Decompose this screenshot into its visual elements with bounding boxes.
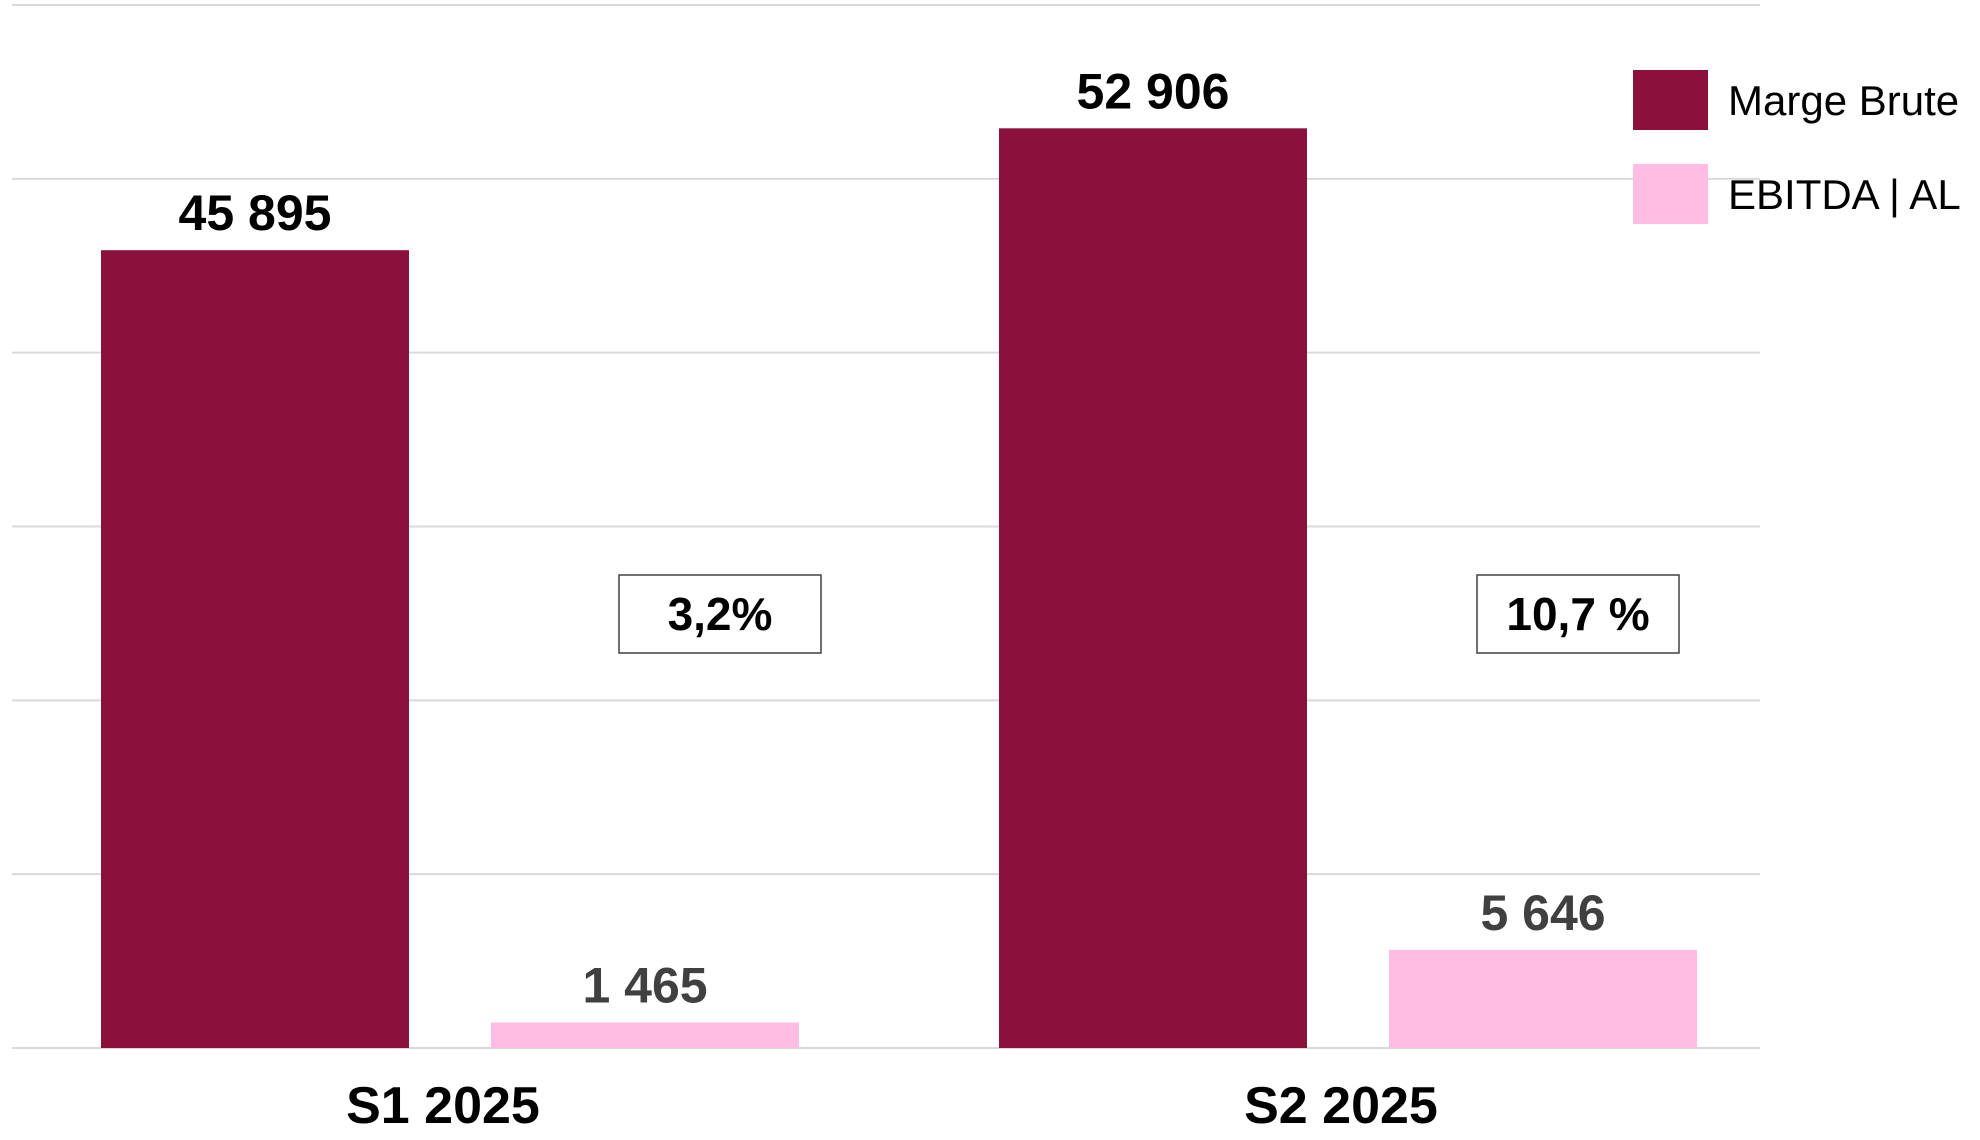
annotation-frame	[618, 574, 822, 654]
bars	[101, 128, 1697, 1049]
annotation-box-2: 10,7 %	[1476, 574, 1680, 654]
category-label-1: S1 2025	[346, 1077, 540, 1135]
data-label-marge-brute-1: 45 895	[179, 185, 332, 241]
legend-swatch	[1633, 70, 1708, 130]
value-labels: 45 895 52 906 1 465 5 646	[179, 63, 1606, 1013]
legend: Marge Brute EBITDA | AL	[1633, 70, 1961, 224]
annotation-box-1: 3,2%	[618, 574, 822, 654]
percentage-annotations: 3,2% 10,7 %	[618, 574, 1680, 654]
bar-marge-brute-1	[101, 250, 409, 1049]
annotation-text: 10,7 %	[1506, 588, 1649, 640]
legend-item-1: Marge Brute	[1633, 70, 1959, 130]
annotation-text: 3,2%	[668, 588, 773, 640]
category-label-2: S2 2025	[1244, 1077, 1438, 1135]
legend-swatch	[1633, 164, 1708, 224]
data-label-ebitda-1: 1 465	[582, 958, 707, 1014]
bar-marge-brute-2	[999, 128, 1307, 1048]
category-labels: S1 2025 S2 2025	[346, 1077, 1438, 1135]
data-label-marge-brute-2: 52 906	[1077, 63, 1230, 119]
legend-label: Marge Brute	[1728, 77, 1959, 124]
legend-item-2: EBITDA | AL	[1633, 164, 1961, 224]
legend-label: EBITDA | AL	[1728, 171, 1961, 218]
bar-ebitda-1	[491, 1022, 799, 1048]
bar-ebitda-2	[1389, 949, 1697, 1048]
data-label-ebitda-2: 5 646	[1480, 885, 1605, 941]
annotation-frame	[1476, 574, 1680, 654]
